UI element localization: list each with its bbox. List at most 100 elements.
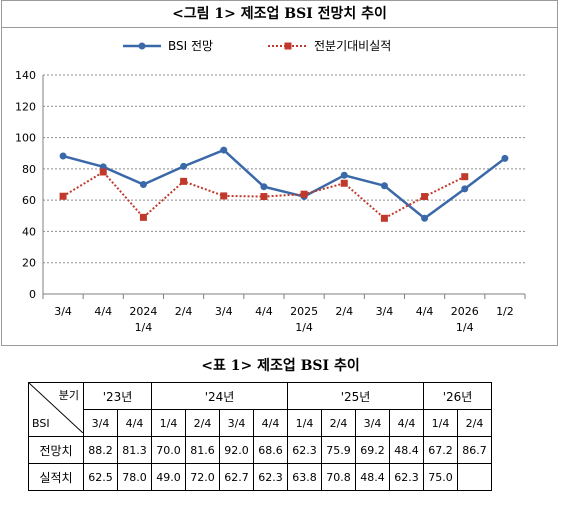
x-tick-label: 4/4 <box>94 305 112 318</box>
quarter-header-cell: 4/4 <box>117 409 152 437</box>
data-point <box>260 183 268 191</box>
x-tick-label: 4/4 <box>255 305 273 318</box>
data-point <box>260 193 268 201</box>
table-cell: 62.3 <box>253 463 288 491</box>
data-point <box>340 179 348 187</box>
data-point <box>300 190 308 198</box>
year-header-row: 분기 BSI '23년 '24년 '25년 '26년 <box>28 382 492 437</box>
y-tick-label: 120 <box>15 100 36 113</box>
table-cell: 49.0 <box>151 463 186 491</box>
legend-label: 전분기대비실적 <box>314 39 391 53</box>
quarter-header-cell: 1/4 <box>151 409 186 437</box>
data-point <box>461 173 469 181</box>
x-tick-label: 3/4 <box>54 305 72 318</box>
x-tick-label: 2/4 <box>335 305 353 318</box>
corner-diagonal <box>29 383 83 433</box>
x-tick-label: 1/4 <box>135 321 153 334</box>
corner-quarter-label: 분기 <box>58 389 79 402</box>
quarter-header-cell: 4/4 <box>253 409 288 437</box>
series-line <box>62 148 506 220</box>
y-tick-label: 0 <box>29 288 36 301</box>
legend-marker <box>284 42 292 50</box>
bsi-table: 분기 BSI '23년 '24년 '25년 '26년 3/4 4/4 1/4 2/4 3/4 4… <box>28 382 492 491</box>
table-cell: 75.0 <box>423 463 458 491</box>
table-cell: 63.8 <box>287 463 322 491</box>
chart-title: <그림 1> 제조업 BSI 전망치 추이 <box>2 1 557 28</box>
year-header-cell: '25년 <box>287 382 424 410</box>
table-cell: 75.9 <box>321 436 356 464</box>
quarter-header-cell: 2/4 <box>185 409 220 437</box>
x-tick-label: 4/4 <box>416 305 434 318</box>
x-tick-label: 3/4 <box>376 305 394 318</box>
data-point <box>421 193 429 201</box>
chart-frame: <그림 1> 제조업 BSI 전망치 추이 0 20 40 60 80 100 120 140… <box>1 0 558 346</box>
data-point <box>139 213 147 221</box>
y-tick-label: 100 <box>15 132 36 145</box>
table-cell: 62.3 <box>389 463 424 491</box>
table-cell: 81.6 <box>185 436 220 464</box>
table-cell: 78.0 <box>117 463 152 491</box>
legend-label: BSI 전망 <box>168 39 213 53</box>
data-point <box>220 192 228 200</box>
x-tick-label: 3/4 <box>215 305 233 318</box>
year-header-cell: '26년 <box>423 382 492 410</box>
quarter-header-cell: 3/4 <box>83 409 118 437</box>
table-cell: 69.2 <box>355 436 390 464</box>
quarter-header-cell: 1/4 <box>287 409 322 437</box>
x-tick-label: 2/4 <box>175 305 193 318</box>
x-tick-label: 1/4 <box>295 321 313 334</box>
legend: BSI 전망 전분기대비실적 <box>123 39 391 53</box>
data-point <box>461 185 469 193</box>
quarter-header-cell: 1/4 <box>423 409 458 437</box>
x-tick-label: 1/4 <box>456 321 474 334</box>
quarter-header-cell: 4/4 <box>389 409 424 437</box>
year-header-cell: '24년 <box>151 382 288 410</box>
table-cell: 62.5 <box>83 463 118 491</box>
table-cell: 48.4 <box>389 436 424 464</box>
table-cell: 70.8 <box>321 463 356 491</box>
x-tick-label: 1/2 <box>496 305 514 318</box>
x-tick-label: 2026 <box>451 305 479 318</box>
quarter-header-cell: 3/4 <box>219 409 254 437</box>
table-cell: 70.0 <box>151 436 186 464</box>
data-point <box>421 214 429 222</box>
data-point <box>501 154 509 162</box>
legend-marker <box>138 42 146 50</box>
data-point <box>59 152 67 160</box>
table-cell <box>457 463 492 491</box>
bsi-line-chart: 0 20 40 60 80 100 120 140 3/4 4/4 2024 1/4 2/4 3/4 4/4… <box>15 39 526 334</box>
table-cell: 62.7 <box>219 463 254 491</box>
quarter-header-cell: 2/4 <box>321 409 356 437</box>
y-tick-label: 80 <box>22 163 36 176</box>
table-cell: 72.0 <box>185 463 220 491</box>
year-header-cell: '23년 <box>83 382 152 410</box>
data-point <box>380 214 388 222</box>
quarter-header-cell: 3/4 <box>355 409 390 437</box>
table-corner-cell: 분기 BSI <box>28 382 84 437</box>
x-tick-label: 2025 <box>290 305 318 318</box>
y-tick-label: 20 <box>22 257 36 270</box>
table-cell: 86.7 <box>457 436 492 464</box>
table-cell: 62.3 <box>287 436 322 464</box>
data-point <box>220 146 228 154</box>
row-label: 전망치 <box>28 436 84 464</box>
data-point <box>180 162 188 170</box>
data-point <box>180 177 188 185</box>
data-point <box>139 181 147 188</box>
row-label: 실적치 <box>28 463 84 491</box>
data-point <box>380 182 388 190</box>
table-cell: 88.2 <box>83 436 118 464</box>
y-tick-label: 40 <box>22 225 36 238</box>
table-cell: 48.4 <box>355 463 390 491</box>
data-point <box>59 192 67 200</box>
table-cell: 67.2 <box>423 436 458 464</box>
table-title: <표 1> 제조업 BSI 추이 <box>201 358 360 374</box>
quarter-header-row: 3/4 4/4 1/4 2/4 3/4 4/4 1/4 2/4 3/4 4/4 1/4 2/4 <box>29 409 492 437</box>
data-point <box>99 168 107 176</box>
table-cell: 68.6 <box>253 436 288 464</box>
table-cell: 92.0 <box>219 436 254 464</box>
data-point <box>340 171 348 179</box>
y-tick-label: 140 <box>15 69 36 82</box>
corner-bsi-label: BSI <box>32 417 50 430</box>
y-tick-label: 60 <box>22 194 36 207</box>
